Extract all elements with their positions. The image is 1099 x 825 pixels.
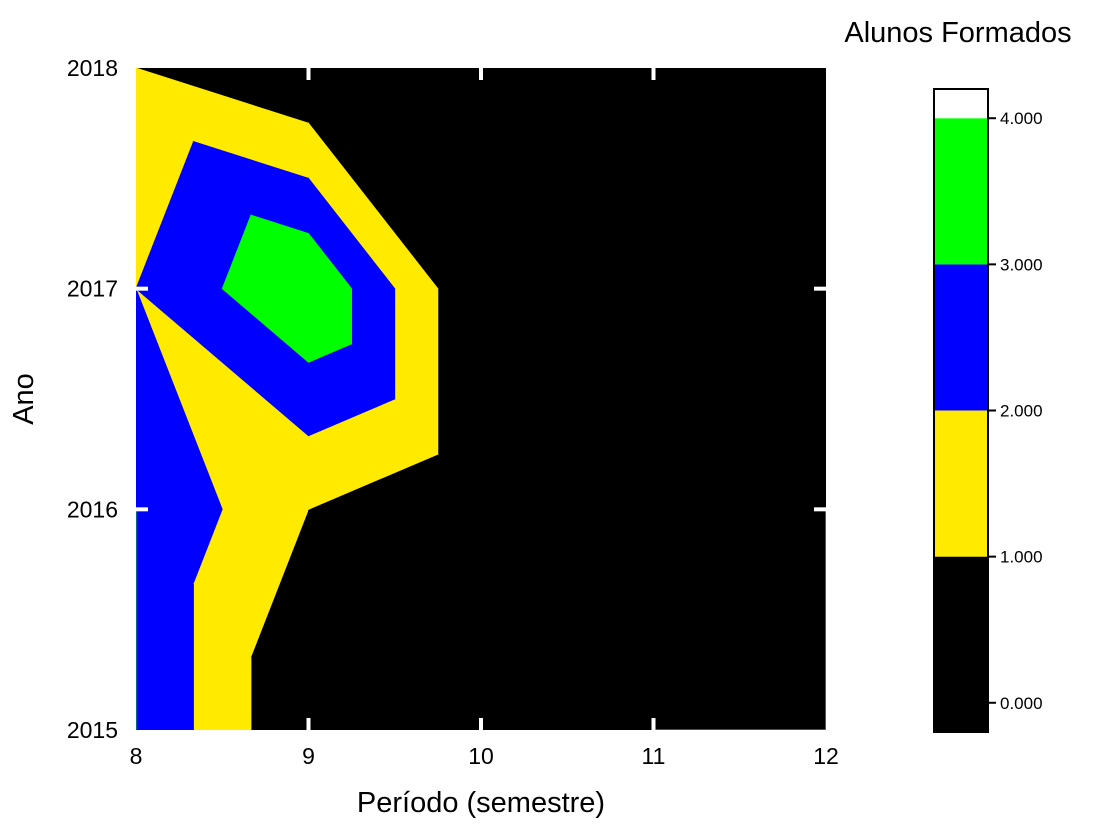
colorbar-band-1 bbox=[934, 410, 988, 557]
x-tick-label: 11 bbox=[642, 743, 666, 769]
colorbar-tick-label: 1.000 bbox=[1000, 548, 1043, 567]
colorbar-band-3 bbox=[934, 118, 988, 265]
y-tick-marks bbox=[136, 286, 826, 512]
contour-bands bbox=[136, 68, 826, 730]
contour-band-3 bbox=[308, 232, 353, 290]
x-tick-label: 9 bbox=[302, 743, 315, 769]
x-tick-label: 10 bbox=[468, 743, 494, 769]
x-tick-label: 12 bbox=[813, 743, 839, 769]
colorbar-band-0 bbox=[934, 556, 988, 732]
contour-band-2 bbox=[136, 288, 223, 510]
colorbar: Alunos Formados 0.000 1.000 2.000 3.000 4.00… bbox=[844, 17, 1072, 733]
y-tick-label: 2018 bbox=[67, 55, 118, 81]
colorbar-tick-label: 3.000 bbox=[1000, 255, 1043, 274]
y-tick-label: 2016 bbox=[67, 496, 118, 522]
y-axis-title: Ano bbox=[8, 373, 40, 425]
colorbar-tick-label: 2.000 bbox=[1000, 402, 1043, 421]
contour-band-0 bbox=[652, 68, 826, 290]
colorbar-ticks: 0.000 1.000 2.000 3.000 4.000 bbox=[988, 109, 1043, 713]
colorbar-bands bbox=[934, 89, 988, 732]
y-tick-label: 2015 bbox=[67, 717, 118, 743]
y-tick-label: 2017 bbox=[67, 276, 118, 302]
x-tick-label: 8 bbox=[130, 743, 143, 769]
colorbar-band-4 bbox=[934, 89, 988, 119]
colorbar-tick-label: 4.000 bbox=[1000, 109, 1043, 128]
x-tick-marks bbox=[306, 68, 656, 730]
x-tick-labels: 8 9 10 11 12 bbox=[130, 743, 839, 769]
colorbar-band-2 bbox=[934, 264, 988, 411]
colorbar-title: Alunos Formados bbox=[844, 17, 1071, 49]
plot-area bbox=[136, 68, 826, 730]
colorbar-tick-label: 0.000 bbox=[1000, 694, 1043, 713]
y-tick-labels: 2015 2016 2017 2018 bbox=[67, 55, 118, 743]
x-axis-title: Período (semestre) bbox=[357, 787, 605, 819]
